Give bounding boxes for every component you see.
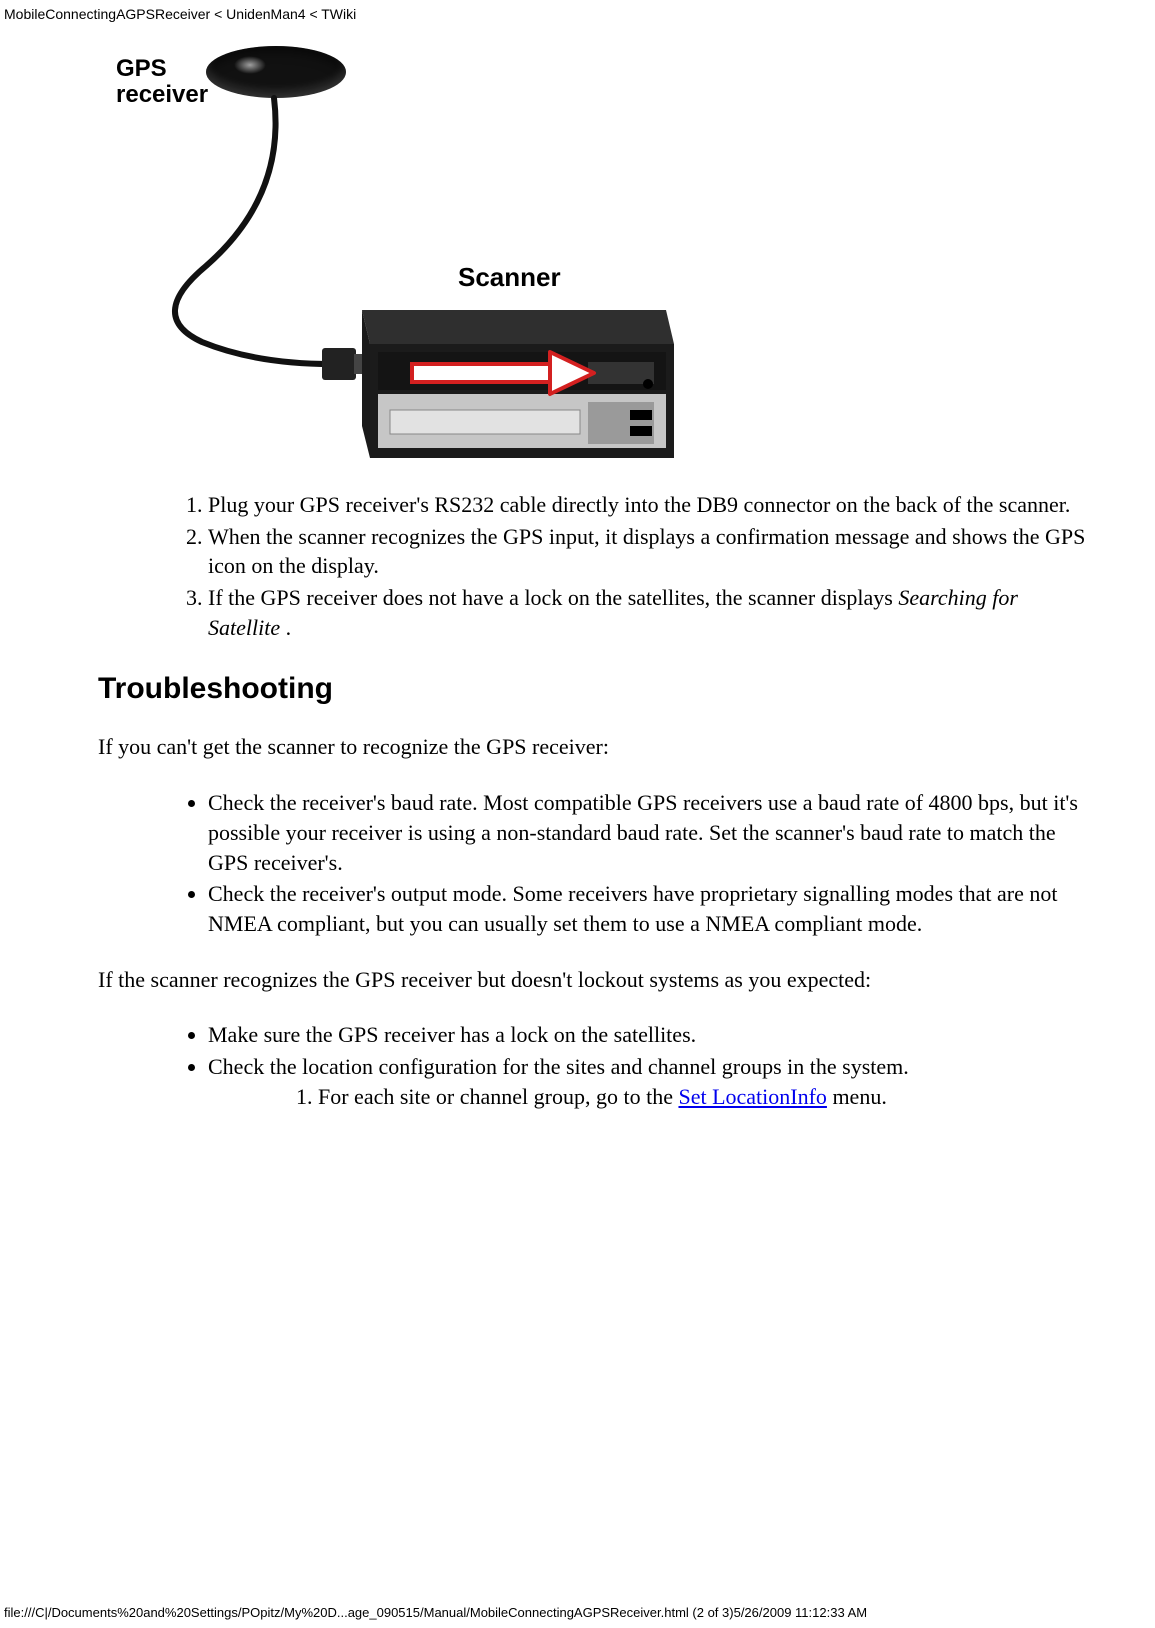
step-3-text: If the GPS receiver does not have a lock… (208, 585, 893, 610)
ts-sub-suffix: menu. (827, 1084, 887, 1109)
page-footer: file:///C|/Documents%20and%20Settings/PO… (4, 1605, 867, 1620)
numbered-steps: Plug your GPS receiver's RS232 cable dir… (98, 490, 1088, 642)
ts-list2-sub-1: For each site or channel group, go to th… (318, 1082, 1088, 1112)
ts-list2-item-1: Make sure the GPS receiver has a lock on… (208, 1020, 1088, 1050)
content-region: GPS receiver Scanner (0, 22, 1088, 1111)
ts-list2-item-2: Check the location configuration for the… (208, 1052, 1088, 1111)
ts-intro-2: If the scanner recognizes the GPS receiv… (98, 965, 1088, 995)
ts-list1-item-1: Check the receiver's baud rate. Most com… (208, 788, 1088, 877)
ts-list1-item-2: Check the receiver's output mode. Some r… (208, 879, 1088, 938)
step-3: If the GPS receiver does not have a lock… (208, 583, 1088, 642)
ts-sub-prefix: For each site or channel group, go to th… (318, 1084, 678, 1109)
scanner-icon (334, 310, 674, 462)
troubleshooting-heading: Troubleshooting (98, 672, 1088, 706)
ts-list-2: Make sure the GPS receiver has a lock on… (98, 1020, 1088, 1111)
page-header: MobileConnectingAGPSReceiver < UnidenMan… (0, 0, 1155, 22)
step-1: Plug your GPS receiver's RS232 cable dir… (208, 490, 1088, 520)
ts-intro-1: If you can't get the scanner to recogniz… (98, 732, 1088, 762)
ts-list2-item-2-text: Check the location configuration for the… (208, 1054, 909, 1079)
scanner-label: Scanner (458, 262, 561, 293)
set-locationinfo-link[interactable]: Set LocationInfo (678, 1084, 826, 1109)
gps-scanner-figure: GPS receiver Scanner (106, 46, 676, 464)
step-2: When the scanner recognizes the GPS inpu… (208, 522, 1088, 581)
ts-list-1: Check the receiver's baud rate. Most com… (98, 788, 1088, 938)
step-3-suffix: . (280, 615, 291, 640)
